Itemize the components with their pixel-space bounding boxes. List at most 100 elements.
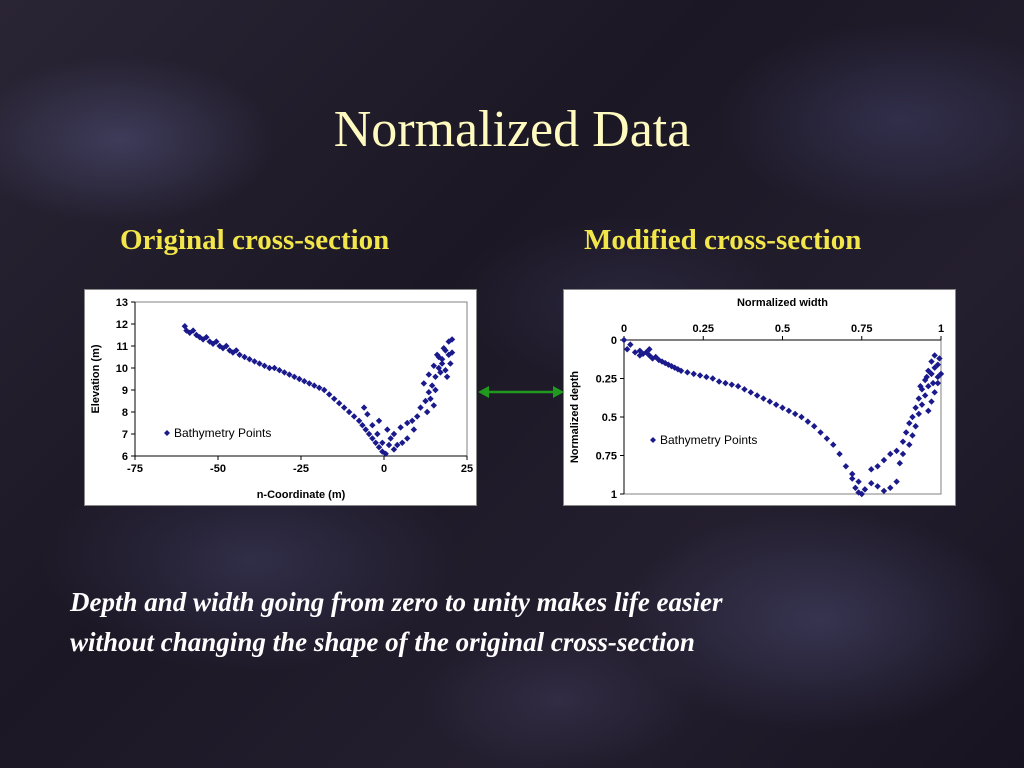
data-point (937, 370, 945, 378)
data-point (374, 430, 381, 438)
data-point (915, 410, 923, 418)
data-point (899, 438, 907, 445)
data-point (369, 422, 376, 429)
y-tick-label: 0.5 (602, 412, 617, 424)
modified-chart: 0 0.25 0.5 0.75 1 0 0.25 0.5 0.75 1 Normalized wid… (563, 289, 956, 506)
data-point (448, 336, 456, 343)
data-point (880, 456, 888, 464)
data-point (715, 378, 723, 385)
data-point (906, 419, 913, 427)
data-point (728, 381, 735, 388)
x-tick-label: 0.25 (693, 323, 714, 335)
modified-chart-svg: 0 0.25 0.5 0.75 1 0 0.25 0.5 0.75 1 Normalized wid… (569, 297, 945, 501)
original-chart-svg: -75 -50 -25 0 25 6 7 8 9 10 11 12 13 n-Coordinate (m)… (90, 297, 473, 501)
legend-label: Bathymetry Points (174, 426, 271, 440)
data-point (923, 373, 930, 381)
data-point (246, 356, 253, 363)
data-point (443, 373, 451, 380)
data-point (291, 373, 298, 380)
data-point (394, 441, 401, 449)
x-tick-label: 0.5 (775, 323, 790, 335)
data-point (646, 346, 653, 353)
data-point (414, 413, 421, 420)
y-axis-title: Elevation (m) (90, 344, 102, 413)
data-point (917, 383, 924, 390)
x-tick-label: 0 (381, 463, 387, 475)
y-tick-label: 8 (122, 407, 128, 419)
data-point (709, 375, 716, 382)
data-point (868, 480, 875, 487)
data-point (936, 355, 943, 362)
data-point (747, 389, 754, 396)
data-point (423, 408, 431, 416)
data-point (849, 470, 856, 478)
left-heading: Original cross-section (120, 224, 390, 256)
data-point (193, 331, 200, 339)
y-tick-label: 0.75 (596, 451, 617, 463)
data-point (925, 383, 932, 390)
data-point (925, 407, 932, 415)
data-point (772, 401, 780, 408)
data-point (906, 441, 913, 448)
data-point (868, 466, 875, 473)
data-point (823, 435, 831, 442)
data-point (766, 398, 774, 405)
data-point (331, 395, 338, 402)
data-point (703, 373, 710, 381)
data-point (360, 404, 368, 411)
x-axis-title: n-Coordinate (m) (257, 489, 346, 501)
data-point (741, 386, 748, 393)
data-point (830, 441, 837, 448)
caption: Depth and width going from zero to unity… (70, 582, 990, 662)
data-point (448, 349, 456, 356)
data-point (433, 351, 441, 358)
y-tick-label: 7 (122, 429, 128, 441)
caption-line-1: Depth and width going from zero to unity… (70, 587, 723, 617)
x-tick-label: -25 (293, 463, 309, 475)
data-point (909, 413, 916, 421)
data-point (893, 447, 900, 455)
data-point (435, 364, 442, 372)
data-point (817, 429, 824, 436)
data-point (696, 372, 704, 379)
y-tick-label: 9 (122, 385, 128, 397)
data-point (896, 460, 903, 467)
data-point (734, 383, 742, 390)
data-point (384, 426, 391, 433)
data-point (928, 398, 935, 405)
data-point (430, 362, 437, 369)
data-point (355, 417, 363, 424)
data-point (902, 429, 910, 436)
x-tick-label: 0 (621, 323, 627, 335)
data-point (893, 478, 900, 485)
data-point (216, 342, 223, 350)
data-point (836, 450, 843, 458)
data-point (382, 450, 389, 457)
data-point (623, 346, 631, 353)
data-point (779, 404, 786, 411)
data-point (362, 426, 369, 433)
data-point (281, 369, 288, 376)
data-point (428, 382, 436, 389)
data-point (286, 371, 293, 378)
data-point (261, 362, 268, 369)
data-point (760, 395, 767, 402)
data-point (276, 367, 283, 374)
data-point (928, 358, 935, 365)
data-point (397, 424, 404, 431)
data-point (655, 356, 663, 364)
data-point (861, 486, 869, 493)
y-tick-label: 1 (611, 489, 617, 501)
data-point (387, 435, 394, 442)
data-point (912, 404, 919, 411)
data-point (912, 423, 919, 430)
data-point (321, 386, 328, 394)
data-point (899, 450, 907, 458)
legend-marker (164, 430, 170, 436)
data-point (365, 430, 373, 438)
data-point (375, 444, 383, 451)
data-point (350, 413, 358, 420)
data-point (359, 422, 366, 429)
data-point (425, 389, 433, 396)
data-point (203, 334, 210, 341)
